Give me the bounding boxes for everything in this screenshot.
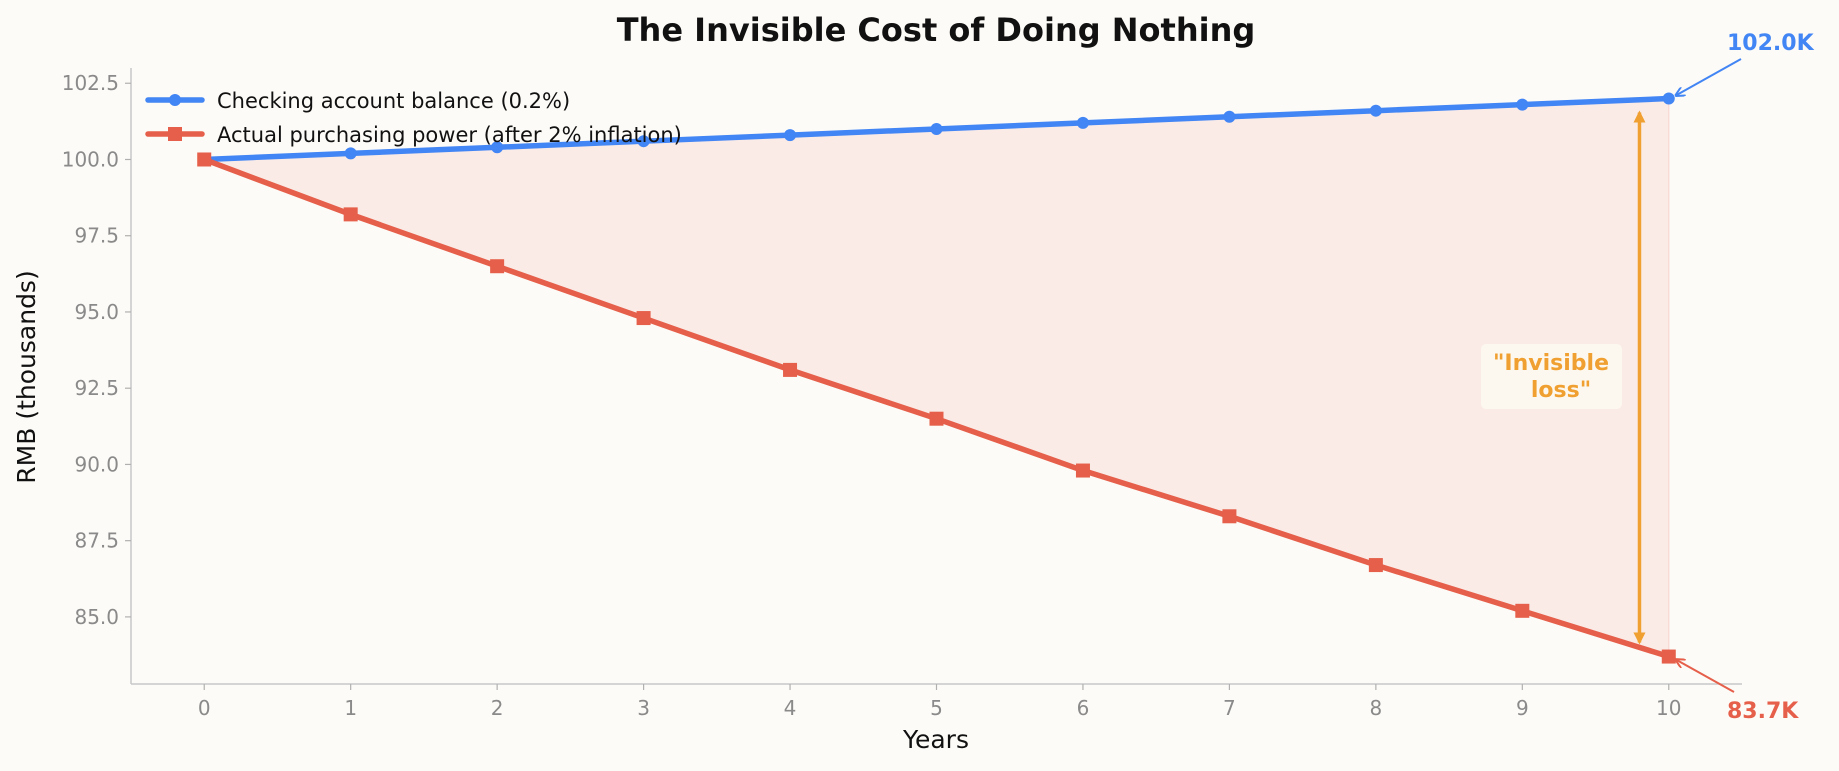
y-axis-label: RMB (thousands): [12, 270, 41, 483]
y-tick-label: 85.0: [74, 605, 119, 629]
chart-title: The Invisible Cost of Doing Nothing: [617, 11, 1256, 49]
x-tick-label: 5: [930, 696, 943, 720]
x-tick-label: 6: [1077, 696, 1090, 720]
legend-label-1: Checking account balance (0.2%): [217, 89, 570, 113]
series-1-point: [1369, 104, 1382, 117]
x-axis-label: Years: [902, 725, 969, 754]
series-2-point: [197, 152, 212, 167]
series-2-point: [636, 311, 651, 326]
x-tick-label: 4: [784, 696, 797, 720]
x-tick-label: 0: [198, 696, 211, 720]
shaded-loss-area: [204, 98, 1669, 657]
x-tick-label: 7: [1223, 696, 1236, 720]
series-2-point: [1222, 509, 1237, 524]
legend-label-2: Actual purchasing power (after 2% inflat…: [217, 123, 682, 147]
series-2-point: [783, 362, 798, 377]
series-2-point: [1515, 603, 1530, 618]
y-tick-label: 97.5: [74, 224, 119, 248]
end-blue-arrow: [1676, 58, 1742, 95]
series-1-point: [1076, 116, 1089, 129]
series-1-point: [930, 122, 943, 135]
series-1-point: [1662, 92, 1675, 105]
x-tick-label: 9: [1516, 696, 1529, 720]
series-2-point: [1075, 463, 1090, 478]
series-2-point: [1368, 558, 1383, 573]
end-value-blue: 102.0K: [1727, 31, 1815, 56]
y-tick-label: 90.0: [74, 452, 119, 476]
y-tick-label: 92.5: [74, 376, 119, 400]
x-tick-label: 8: [1369, 696, 1382, 720]
y-tick-label: 100.0: [62, 147, 119, 171]
y-tick-label: 102.5: [62, 71, 119, 95]
series-2-point: [490, 259, 505, 274]
legend-marker-2: [168, 127, 182, 141]
x-tick-label: 2: [491, 696, 504, 720]
gap-label-box: [1481, 344, 1622, 409]
series-1-point: [1223, 110, 1236, 123]
end-value-red: 83.7K: [1727, 699, 1799, 724]
series-1-point: [1516, 98, 1529, 111]
gap-label-line2: loss": [1531, 378, 1591, 403]
end-red-arrow: [1676, 660, 1735, 693]
series-1-point: [491, 141, 504, 154]
x-tick-label: 1: [344, 696, 357, 720]
y-tick-label: 95.0: [74, 300, 119, 324]
series-1-point: [344, 147, 357, 160]
x-tick-label: 10: [1656, 696, 1681, 720]
y-tick-label: 87.5: [74, 529, 119, 553]
x-tick-label: 3: [637, 696, 650, 720]
series-2-point: [929, 411, 944, 426]
series-2-point: [343, 207, 358, 222]
series-1-point: [637, 135, 650, 148]
series-1-point: [784, 129, 797, 142]
series-2-point: [1661, 649, 1676, 664]
legend-marker-1: [169, 94, 181, 106]
gap-label-line1: "Invisible: [1493, 351, 1609, 376]
